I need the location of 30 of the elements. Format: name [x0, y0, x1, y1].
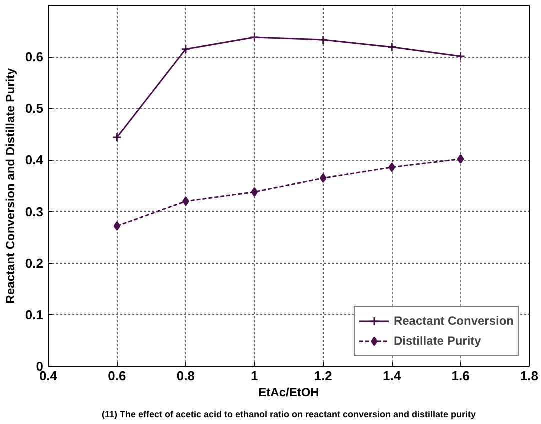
legend-label: Distillate Purity	[394, 334, 482, 348]
y-axis-title: Reactant Conversion and Distillate Purity	[3, 68, 18, 304]
point	[388, 162, 396, 172]
x-axis-title: EtAc/EtOH	[258, 386, 320, 400]
x-tick-label: 1.4	[383, 368, 402, 384]
y-tick-label: 0.3	[25, 204, 44, 220]
x-tick-label: 1.6	[452, 368, 470, 384]
legend-label: Reactant Conversion	[394, 314, 514, 328]
point	[251, 187, 258, 197]
x-tick-label: 0.8	[176, 368, 195, 384]
y-tick-label: 0.5	[25, 101, 44, 116]
point	[112, 132, 122, 142]
x-tick-label: 1.2	[314, 368, 332, 384]
point	[320, 174, 327, 184]
y-tick-label: 0.1	[25, 307, 44, 322]
point	[456, 52, 466, 62]
x-tick-label: 1.8	[520, 368, 539, 384]
y-tick-label: 0.4	[25, 152, 44, 168]
point	[114, 221, 121, 231]
point	[457, 154, 464, 164]
point	[250, 32, 260, 42]
text: (11) The effect of acetic acid to ethanol ratio on reactant conversion and distillate purity	[102, 410, 476, 420]
y-tick-label: 0.2	[25, 256, 44, 271]
point	[181, 44, 191, 54]
x-tick-label: 1	[251, 368, 258, 384]
x-tick-label: 0.6	[108, 368, 126, 384]
point	[387, 42, 397, 52]
point	[318, 35, 328, 45]
y-tick-label: 0.6	[25, 50, 44, 65]
point	[182, 196, 190, 206]
